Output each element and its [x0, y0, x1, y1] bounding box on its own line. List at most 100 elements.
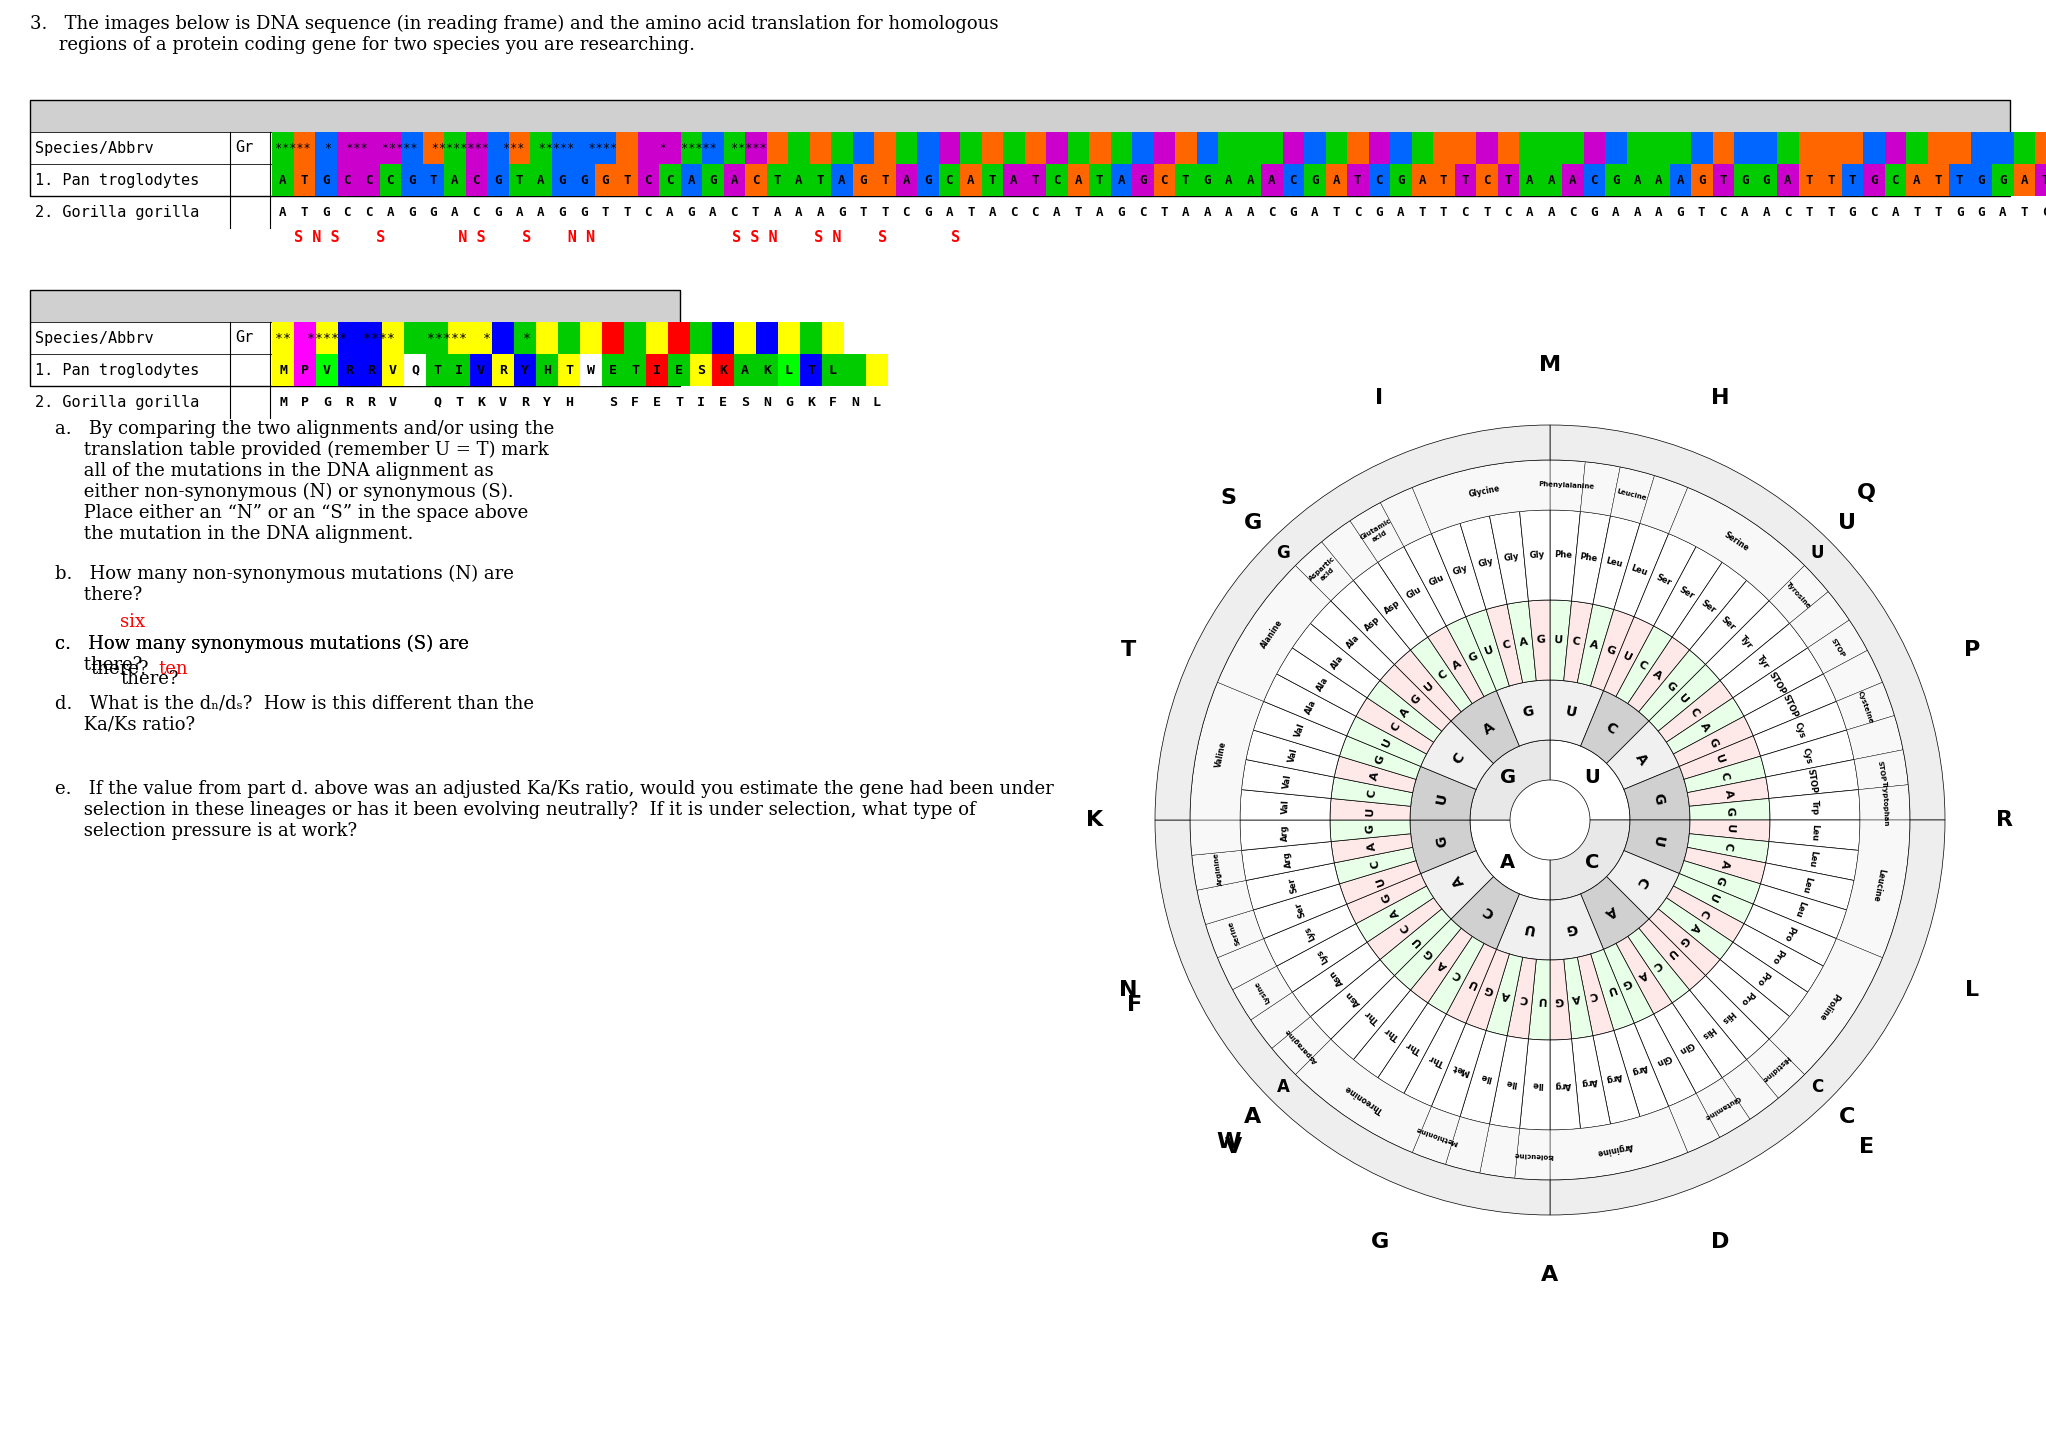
Bar: [31, 290, 679, 322]
Text: C: C: [1367, 789, 1377, 798]
Text: Gr: Gr: [235, 330, 254, 346]
Bar: [1907, 132, 1927, 164]
Text: V: V: [1226, 1137, 1242, 1157]
Text: R: R: [366, 363, 374, 376]
Wedge shape: [1747, 1040, 1805, 1098]
Bar: [917, 164, 939, 196]
Text: 1. Pan troglodytes: 1. Pan troglodytes: [35, 362, 198, 378]
Text: G: G: [1999, 173, 2007, 186]
Text: K: K: [718, 363, 726, 376]
Wedge shape: [1451, 691, 1520, 764]
Text: C: C: [387, 173, 395, 186]
Wedge shape: [1254, 884, 1346, 938]
Text: G: G: [925, 206, 931, 219]
Text: V: V: [499, 396, 507, 409]
Wedge shape: [1625, 819, 1690, 874]
Bar: [1864, 132, 1884, 164]
Text: Tyr: Tyr: [1739, 633, 1755, 651]
Text: A: A: [1226, 173, 1232, 186]
Text: T: T: [301, 206, 309, 219]
Text: Asn: Asn: [1328, 968, 1346, 988]
Bar: [444, 164, 466, 196]
Bar: [1735, 132, 1755, 164]
Text: L: L: [1964, 981, 1978, 1001]
Text: Ser: Ser: [1719, 615, 1737, 632]
Text: U: U: [1837, 513, 1856, 533]
Text: G: G: [579, 173, 587, 186]
Text: A: A: [968, 173, 974, 186]
Text: C: C: [1784, 206, 1792, 219]
Text: T: T: [1805, 173, 1813, 186]
Wedge shape: [1191, 851, 1246, 891]
Text: A: A: [536, 206, 544, 219]
Bar: [315, 322, 338, 355]
Text: A: A: [988, 206, 996, 219]
Text: C: C: [1633, 872, 1651, 889]
Text: Serine: Serine: [1723, 531, 1749, 553]
Bar: [1798, 132, 1821, 164]
Bar: [1455, 132, 1475, 164]
Text: C: C: [644, 206, 653, 219]
Text: C: C: [1289, 173, 1297, 186]
Bar: [595, 164, 616, 196]
Bar: [1498, 132, 1518, 164]
Text: T: T: [2021, 206, 2028, 219]
Text: G: G: [1140, 173, 1146, 186]
Bar: [1068, 132, 1088, 164]
Wedge shape: [1823, 651, 1882, 701]
Text: Phenylalanine: Phenylalanine: [1539, 480, 1594, 489]
Text: C: C: [644, 173, 653, 186]
Text: Arg: Arg: [1580, 1077, 1598, 1088]
Bar: [1690, 132, 1713, 164]
Text: A: A: [1117, 173, 1125, 186]
Text: A: A: [1588, 639, 1600, 651]
Text: A: A: [1539, 805, 1561, 835]
Wedge shape: [1479, 1124, 1520, 1178]
Text: M: M: [278, 396, 286, 409]
Text: H: H: [1710, 388, 1729, 408]
Text: A: A: [1369, 771, 1381, 782]
Text: G: G: [559, 173, 567, 186]
Wedge shape: [1242, 842, 1334, 881]
Wedge shape: [1330, 975, 1410, 1060]
Bar: [1088, 164, 1111, 196]
Text: G: G: [1365, 824, 1375, 834]
Bar: [1111, 132, 1131, 164]
Text: G: G: [559, 206, 567, 219]
Text: U: U: [1555, 635, 1563, 645]
Text: C: C: [1461, 206, 1469, 219]
Text: K: K: [1086, 809, 1103, 829]
Text: T: T: [434, 363, 442, 376]
Text: A: A: [945, 206, 953, 219]
Text: C: C: [1651, 958, 1663, 971]
Text: Asp: Asp: [1383, 598, 1402, 616]
Bar: [831, 164, 853, 196]
Wedge shape: [1461, 516, 1508, 609]
Text: G: G: [493, 206, 501, 219]
Wedge shape: [1428, 626, 1483, 704]
Bar: [1970, 132, 1993, 164]
Text: T: T: [1183, 173, 1189, 186]
Wedge shape: [1240, 789, 1332, 819]
Wedge shape: [1444, 1117, 1489, 1173]
Bar: [1283, 164, 1303, 196]
Text: d.   What is the dₙ/dₛ?  How is this different than the
     Ka/Ks ratio?: d. What is the dₙ/dₛ? How is this differ…: [55, 695, 534, 734]
Text: G: G: [1870, 173, 1878, 186]
Text: A: A: [687, 173, 696, 186]
Bar: [315, 132, 336, 164]
Bar: [1864, 164, 1884, 196]
Bar: [579, 322, 602, 355]
Wedge shape: [1577, 605, 1614, 686]
Text: Arg: Arg: [1555, 1080, 1571, 1090]
Bar: [272, 355, 295, 386]
Text: Gly: Gly: [1504, 552, 1520, 563]
Text: A: A: [1612, 206, 1620, 219]
Text: C: C: [1399, 921, 1412, 934]
Wedge shape: [1610, 468, 1655, 523]
Wedge shape: [1254, 701, 1346, 756]
Bar: [1369, 132, 1389, 164]
Wedge shape: [1528, 960, 1551, 1040]
Bar: [1303, 132, 1326, 164]
Wedge shape: [1721, 623, 1809, 698]
Bar: [745, 132, 767, 164]
